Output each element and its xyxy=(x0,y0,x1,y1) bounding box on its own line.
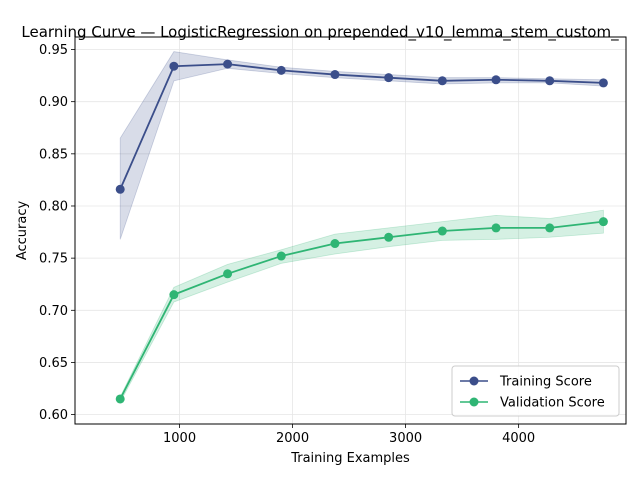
training-score-point xyxy=(598,78,608,88)
x-axis-label: Training Examples xyxy=(290,451,410,466)
y-tick-label: 0.75 xyxy=(39,252,68,267)
y-tick-label: 0.70 xyxy=(39,304,68,319)
training-score-point xyxy=(115,184,125,194)
legend: Training Score Validation Score xyxy=(451,365,620,417)
training-score-point xyxy=(545,76,555,86)
validation-confidence-band xyxy=(119,209,604,403)
validation-score-point xyxy=(437,226,447,236)
chart-title: Learning Curve — LogisticRegression on p… xyxy=(21,23,619,42)
y-tick-label: 0.95 xyxy=(39,43,68,58)
confidence-bands xyxy=(119,51,604,403)
y-tick-label: 0.85 xyxy=(39,147,68,162)
series-points xyxy=(115,59,608,404)
training-score-point xyxy=(491,75,501,85)
legend-label-training: Training Score xyxy=(499,375,592,390)
legend-marker-validation xyxy=(469,397,479,407)
series-lines xyxy=(119,63,604,400)
x-tick-label: 3000 xyxy=(389,431,422,446)
legend-box xyxy=(451,365,620,417)
training-score-point xyxy=(330,70,340,80)
training-score-point xyxy=(276,65,286,75)
y-tick-label: 0.80 xyxy=(39,199,68,214)
training-score-point xyxy=(223,59,233,69)
validation-score-point xyxy=(384,232,394,242)
y-tick-label: 0.60 xyxy=(39,408,68,423)
validation-score-point xyxy=(598,217,608,227)
validation-score-point xyxy=(330,239,340,249)
y-axis-label: Accuracy xyxy=(15,201,30,261)
validation-score-point xyxy=(491,223,501,233)
x-tick-label: 2000 xyxy=(276,431,309,446)
legend-label-validation: Validation Score xyxy=(500,396,605,411)
validation-score-point xyxy=(223,269,233,279)
x-tick-label: 4000 xyxy=(502,431,535,446)
validation-score-point xyxy=(545,223,555,233)
validation-score-point xyxy=(169,290,179,300)
y-tick-label: 0.65 xyxy=(39,356,68,371)
training-score-point xyxy=(384,73,394,83)
plot-frame xyxy=(74,36,627,425)
validation-score-line xyxy=(119,220,604,400)
legend-marker-training xyxy=(469,376,479,386)
x-tick-label: 1000 xyxy=(163,431,196,446)
validation-score-point xyxy=(115,394,125,404)
training-score-point xyxy=(169,61,179,71)
training-score-line xyxy=(119,63,604,190)
validation-score-point xyxy=(276,251,286,261)
y-tick-label: 0.90 xyxy=(39,95,68,110)
axis-ticks: 1000 2000 3000 4000 0.60 0.65 0.70 0.75 0.80 0.85… xyxy=(39,43,535,446)
training-score-point xyxy=(437,76,447,86)
